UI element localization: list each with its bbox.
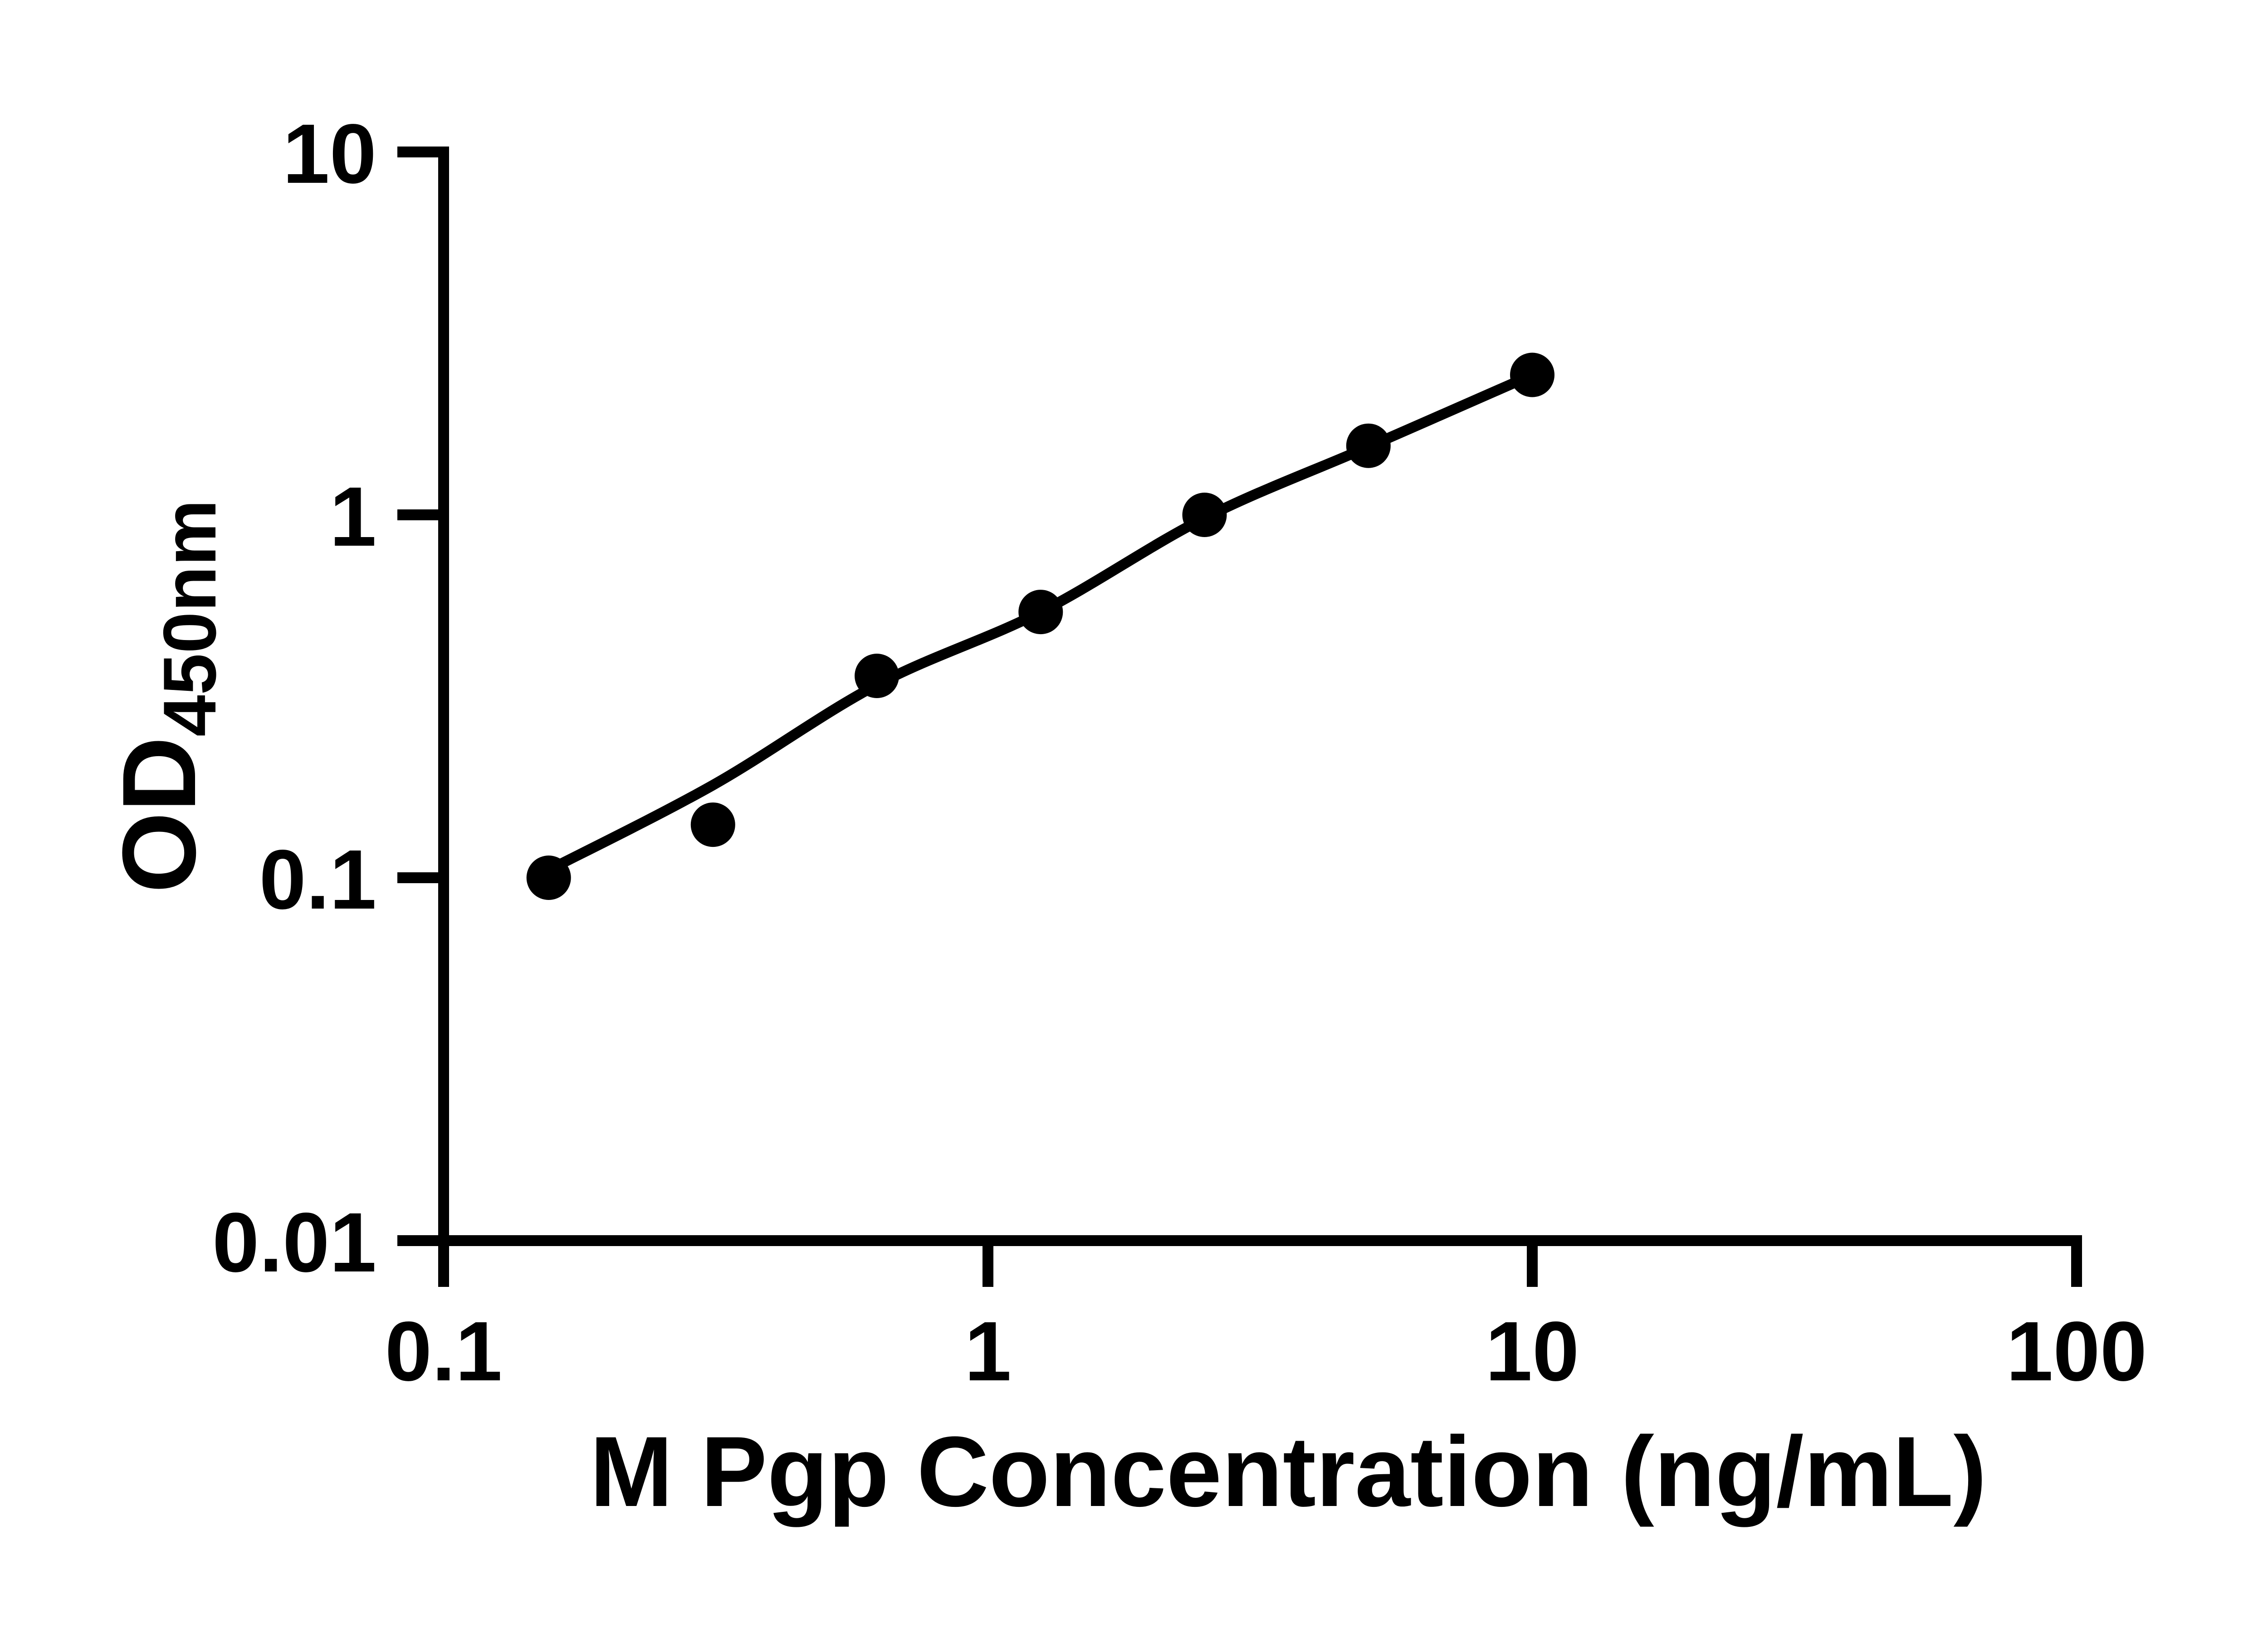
- y-tick-label: 0.1: [259, 833, 376, 927]
- data-point: [1182, 493, 1227, 537]
- x-tick-label: 10: [1486, 1305, 1579, 1398]
- y-axis-title-subscript: 450nm: [148, 499, 231, 737]
- data-point: [1018, 590, 1063, 635]
- x-tick-label: 0.1: [385, 1305, 503, 1398]
- x-axis-title: M Pgp Concentration (ng/mL): [590, 1416, 1987, 1527]
- y-axis-title: OD450nm: [101, 499, 231, 893]
- y-tick-label: 0.01: [212, 1196, 376, 1290]
- x-tick-label: 1: [964, 1305, 1011, 1398]
- y-tick-label: 10: [283, 107, 376, 201]
- data-point: [526, 856, 571, 900]
- y-tick-label: 1: [330, 470, 376, 564]
- y-axis-title-main: OD: [101, 737, 217, 893]
- x-tick-label: 100: [2006, 1305, 2147, 1398]
- data-point: [690, 802, 735, 847]
- data-point: [855, 654, 899, 698]
- data-point: [1346, 423, 1391, 468]
- data-point: [1510, 352, 1554, 397]
